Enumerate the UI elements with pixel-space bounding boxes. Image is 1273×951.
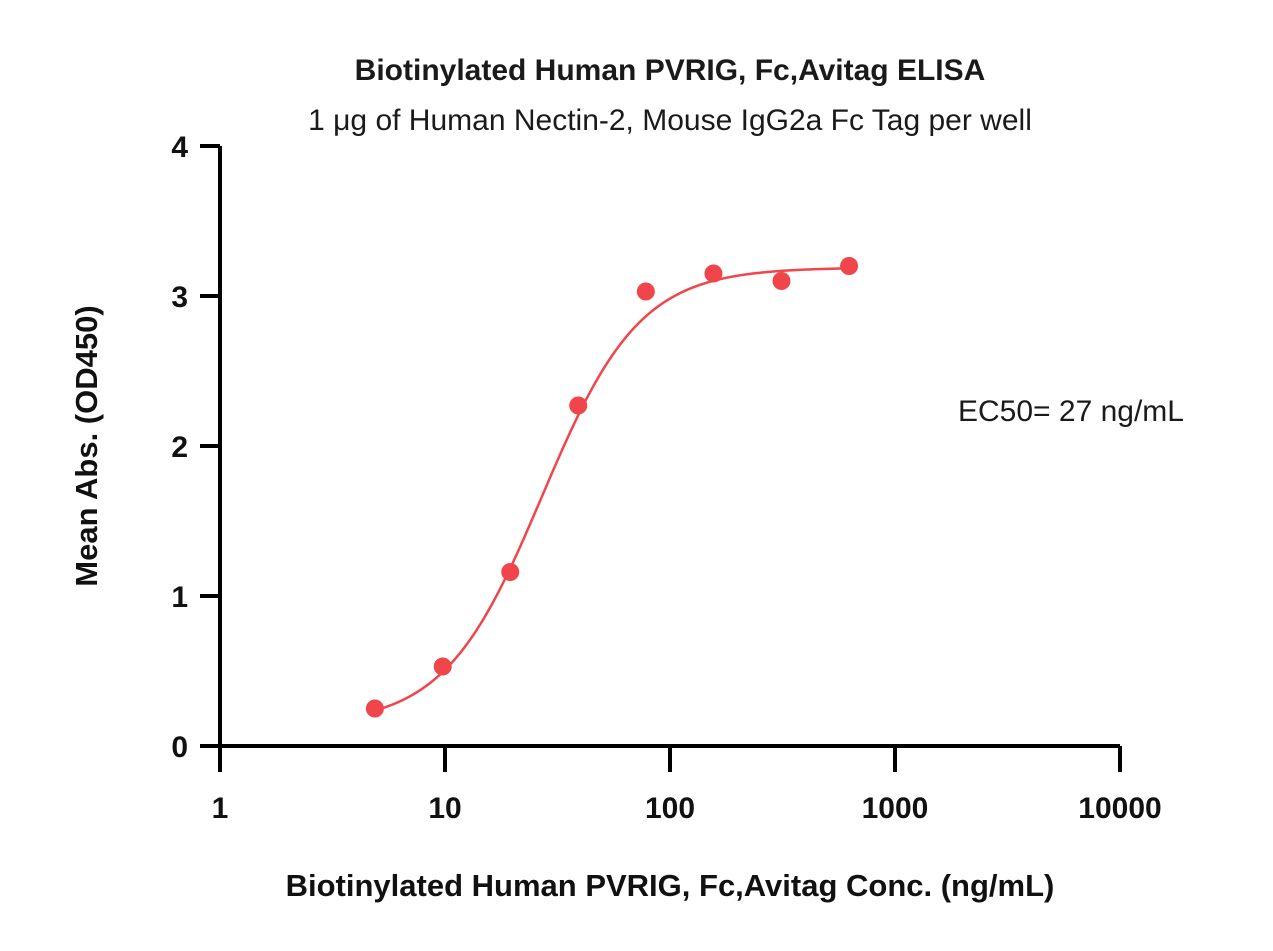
data-point	[365, 699, 384, 718]
y-tick-label: 4	[171, 131, 188, 164]
x-ticks: 1 10 100 1000 10000	[212, 746, 1162, 825]
ec50-annotation: EC50= 27 ng/mL	[958, 395, 1184, 428]
y-tick-label: 0	[171, 731, 188, 764]
data-point	[704, 264, 723, 283]
fit-curve	[374, 267, 850, 712]
y-axis-label: Mean Abs. (OD450)	[69, 305, 104, 586]
data-points	[365, 257, 859, 718]
y-ticks: 0 1 2 3 4	[171, 131, 220, 764]
y-tick-label: 2	[171, 431, 188, 464]
data-point	[636, 282, 655, 301]
data-point	[433, 657, 452, 676]
x-tick-label: 10	[428, 792, 461, 825]
data-point	[569, 396, 588, 415]
x-axis-label: Biotinylated Human PVRIG, Fc,Avitag Conc…	[286, 868, 1055, 903]
chart-title: Biotinylated Human PVRIG, Fc,Avitag ELIS…	[355, 54, 986, 87]
x-tick-label: 10000	[1078, 792, 1161, 825]
x-tick-label: 1	[212, 792, 229, 825]
axes	[218, 146, 1120, 748]
data-point	[501, 563, 520, 581]
data-point	[840, 257, 859, 275]
chart-subtitle: 1 μg of Human Nectin-2, Mouse IgG2a Fc T…	[308, 104, 1032, 137]
y-tick-label: 1	[171, 581, 188, 614]
y-tick-label: 3	[171, 281, 188, 314]
data-point	[772, 272, 791, 290]
x-tick-label: 1000	[862, 792, 929, 825]
x-tick-label: 100	[645, 792, 695, 825]
